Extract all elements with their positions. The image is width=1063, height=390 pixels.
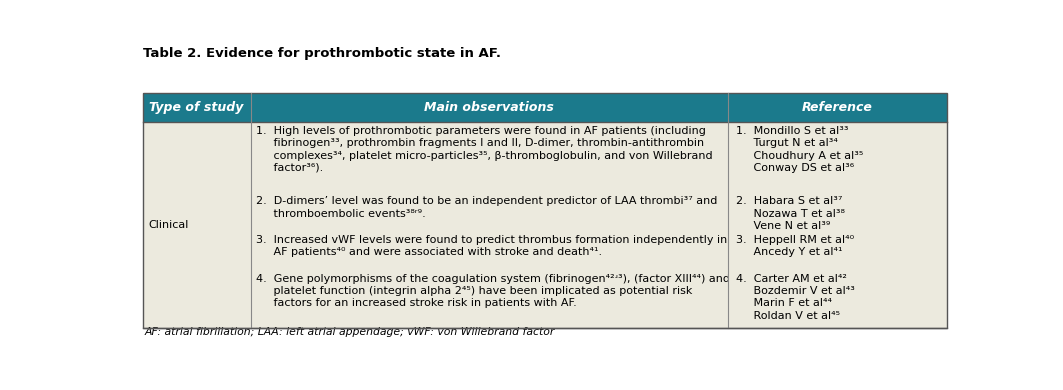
Bar [142, 93, 947, 122]
Text: 4.  Carter AM et al⁴²
     Bozdemir V et al⁴³
     Marin F et al⁴⁴
     Roldan V: 4. Carter AM et al⁴² Bozdemir V et al⁴³ … [737, 274, 856, 321]
Text: 1.  Mondillo S et al³³
     Turgut N et al³⁴
     Choudhury A et al³⁵
     Conwa: 1. Mondillo S et al³³ Turgut N et al³⁴ C… [737, 126, 863, 173]
Text: Reference: Reference [802, 101, 873, 114]
Text: 4.  Gene polymorphisms of the coagulation system (fibrinogen⁴²ʴ³), (factor XIII⁴: 4. Gene polymorphisms of the coagulation… [256, 274, 730, 308]
Text: 2.  D-dimers’ level was found to be an independent predictor of LAA thrombi³⁷ an: 2. D-dimers’ level was found to be an in… [256, 197, 718, 219]
Text: 1.  High levels of prothrombotic parameters were found in AF patients (including: 1. High levels of prothrombotic paramete… [256, 126, 713, 173]
Text: Main observations: Main observations [424, 101, 554, 114]
Text: AF: atrial fibrillation; LAA: left atrial appendage; vWF: von Willebrand factor: AF: atrial fibrillation; LAA: left atria… [145, 328, 555, 337]
Bar [142, 122, 947, 328]
Text: 3.  Increased vWF levels were found to predict thrombus formation independently : 3. Increased vWF levels were found to pr… [256, 235, 727, 257]
Text: Table 2. Evidence for prothrombotic state in AF.: Table 2. Evidence for prothrombotic stat… [142, 47, 501, 60]
Bar [142, 93, 947, 328]
Text: Clinical: Clinical [149, 220, 189, 230]
Text: 3.  Heppell RM et al⁴⁰
     Ancedy Y et al⁴¹: 3. Heppell RM et al⁴⁰ Ancedy Y et al⁴¹ [737, 235, 855, 257]
Text: Type of study: Type of study [150, 101, 243, 114]
Text: 2.  Habara S et al³⁷
     Nozawa T et al³⁸
     Vene N et al³⁹: 2. Habara S et al³⁷ Nozawa T et al³⁸ Ven… [737, 197, 845, 231]
Bar [142, 328, 947, 347]
